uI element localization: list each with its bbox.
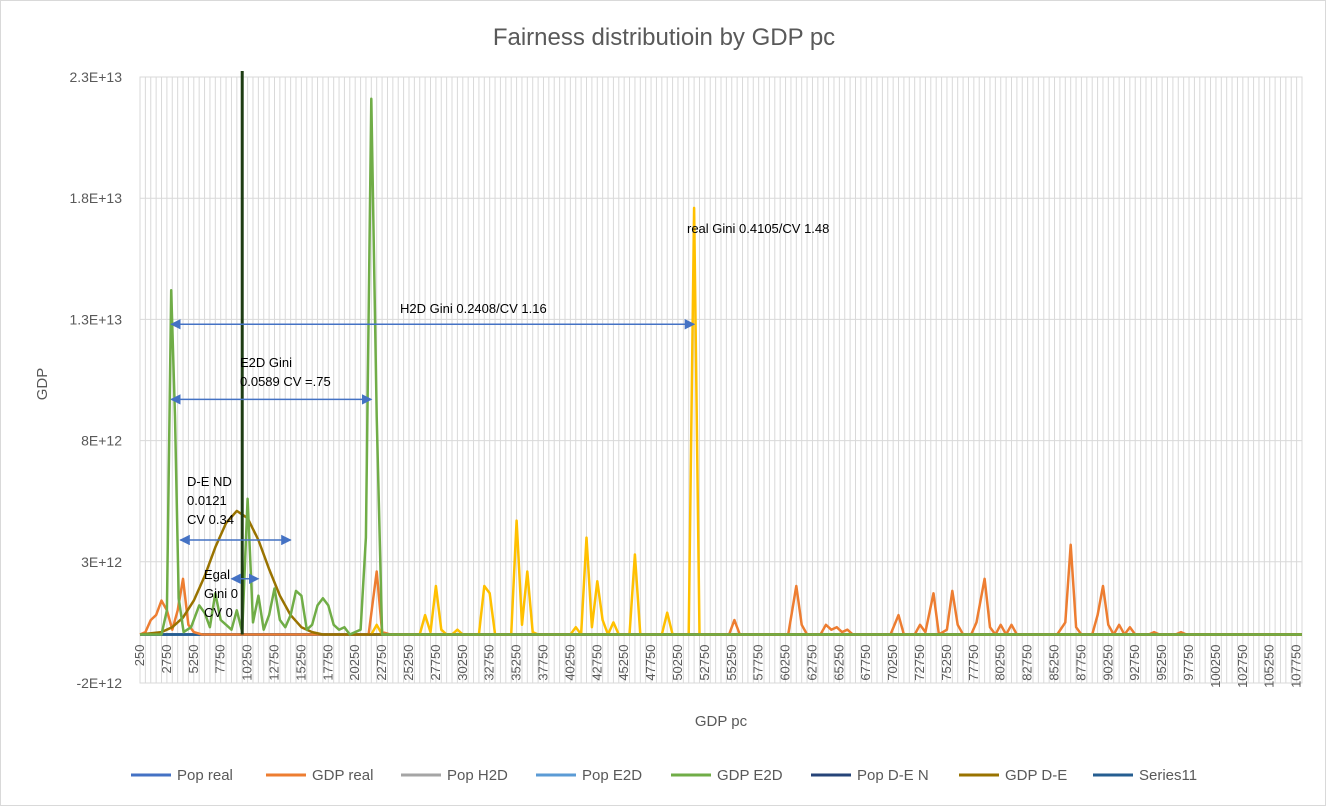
annotation-text: Gini 0 <box>204 586 238 601</box>
x-tick-label: 70250 <box>885 645 900 681</box>
y-axis-label: GDP <box>34 368 51 401</box>
annotations-layer: real Gini 0.4105/CV 1.48 H2D Gini 0.2408/… <box>170 221 829 620</box>
x-tick-label: 2750 <box>159 645 174 674</box>
x-tick-label: 17750 <box>320 645 335 681</box>
x-tick-label: 15250 <box>293 645 308 681</box>
x-tick-label: 50250 <box>670 645 685 681</box>
x-tick-label: 95250 <box>1154 645 1169 681</box>
annotation-text: CV 0.34 <box>187 512 234 527</box>
y-tick-label: 3E+12 <box>81 554 122 570</box>
x-tick-label: 102750 <box>1235 645 1250 688</box>
x-tick-label: 60250 <box>778 645 793 681</box>
x-tick-label: 92750 <box>1127 645 1142 681</box>
y-tick-label: 2.3E+13 <box>69 69 122 85</box>
y-tick-label: 8E+12 <box>81 433 122 449</box>
x-ticks: 250 2750 5250 7750 10250 12750 15250 17750 20250… <box>132 645 1304 688</box>
x-tick-label: 65250 <box>831 645 846 681</box>
legend: Pop real GDP real Pop H2D Pop E2D GDP E2D Pop… <box>131 767 1197 784</box>
x-tick-label: 62750 <box>804 645 819 681</box>
x-tick-label: 72750 <box>912 645 927 681</box>
annotation-text: H2D Gini 0.2408/CV 1.16 <box>400 301 547 316</box>
x-tick-label: 37750 <box>535 645 550 681</box>
x-tick-label: 52750 <box>697 645 712 681</box>
x-tick-label: 30250 <box>455 645 470 681</box>
x-tick-label: 80250 <box>993 645 1008 681</box>
legend-label: GDP E2D <box>717 767 783 784</box>
x-tick-label: 12750 <box>266 645 281 681</box>
annotation-text: 0.0589 CV =.75 <box>240 374 331 389</box>
legend-label: GDP real <box>312 767 373 784</box>
x-tick-label: 5250 <box>186 645 201 674</box>
x-tick-label: 55250 <box>724 645 739 681</box>
y-tick-label: 1.3E+13 <box>69 311 122 327</box>
y-ticks: 2.3E+13 1.8E+13 1.3E+13 8E+12 3E+12 -2E+12 <box>69 69 122 691</box>
legend-label: Pop E2D <box>582 767 642 784</box>
y-tick-label: 1.8E+13 <box>69 190 122 206</box>
x-tick-label: 45250 <box>616 645 631 681</box>
annotation-text: 0.0121 <box>187 493 227 508</box>
legend-label: Pop H2D <box>447 767 508 784</box>
x-tick-label: 47750 <box>643 645 658 681</box>
x-tick-label: 250 <box>132 645 147 667</box>
legend-label: Pop real <box>177 767 233 784</box>
annotation-text: CV 0 <box>204 605 233 620</box>
x-axis-label: GDP pc <box>695 713 748 730</box>
x-tick-label: 7750 <box>213 645 228 674</box>
series-line-gdp-e2d <box>140 97 1302 636</box>
annotation-text: D-E ND <box>187 474 232 489</box>
legend-label: Pop D-E N <box>857 767 929 784</box>
x-tick-label: 75250 <box>939 645 954 681</box>
chart-title: Fairness distributioin by GDP pc <box>493 24 835 51</box>
annotation-text: E2D Gini <box>240 355 292 370</box>
x-tick-label: 107750 <box>1289 645 1304 688</box>
x-tick-label: 100250 <box>1208 645 1223 688</box>
x-tick-label: 40250 <box>562 645 577 681</box>
x-tick-label: 67750 <box>858 645 873 681</box>
x-tick-label: 82750 <box>1020 645 1035 681</box>
x-tick-label: 32750 <box>482 645 497 681</box>
x-tick-label: 27750 <box>428 645 443 681</box>
annotation-text: real Gini 0.4105/CV 1.48 <box>687 221 829 236</box>
x-tick-label: 90250 <box>1100 645 1115 681</box>
x-tick-label: 77750 <box>966 645 981 681</box>
legend-label: Series11 <box>1139 767 1197 784</box>
x-tick-label: 85250 <box>1047 645 1062 681</box>
x-tick-label: 20250 <box>347 645 362 681</box>
x-tick-label: 42750 <box>589 645 604 681</box>
x-tick-label: 105250 <box>1262 645 1277 688</box>
x-tick-label: 97750 <box>1181 645 1196 681</box>
y-tick-label: -2E+12 <box>76 675 122 691</box>
x-tick-label: 57750 <box>751 645 766 681</box>
x-tick-label: 25250 <box>401 645 416 681</box>
legend-label: GDP D-E <box>1005 767 1067 784</box>
x-tick-label: 87750 <box>1073 645 1088 681</box>
annotation-text: Egal <box>204 567 230 582</box>
x-tick-label: 22750 <box>374 645 389 681</box>
x-tick-label: 10250 <box>240 645 255 681</box>
x-tick-label: 35250 <box>509 645 524 681</box>
plot-border <box>139 76 1303 684</box>
series-layer <box>139 71 1302 636</box>
